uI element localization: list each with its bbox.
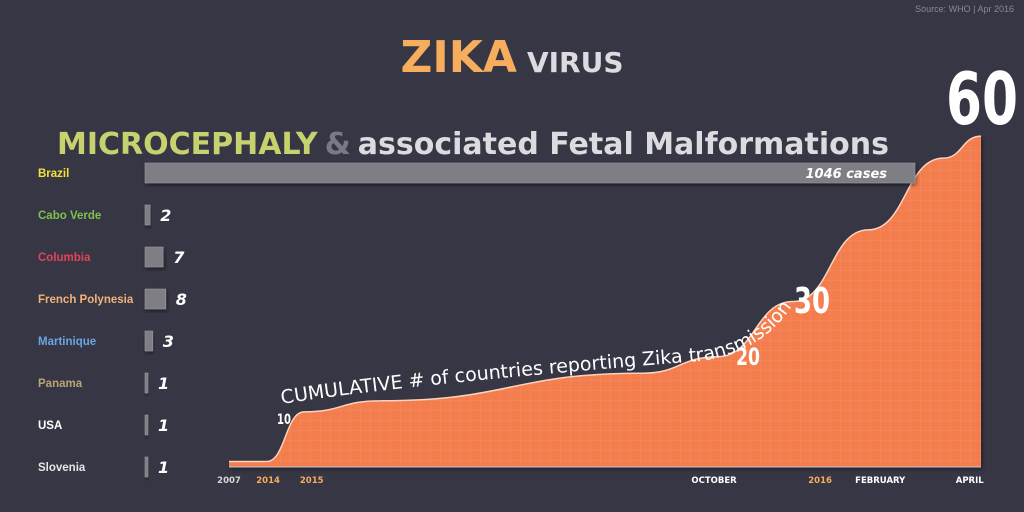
area-grid [229, 136, 981, 467]
bar [144, 372, 149, 394]
bar-value-label: 1 [158, 458, 169, 477]
x-tick-label: 2014 [256, 476, 280, 486]
bar-value-label: 8 [176, 290, 187, 309]
area-annotation: 30 [794, 281, 830, 322]
x-tick-label: 2015 [300, 476, 324, 486]
x-tick-label: 2016 [808, 476, 832, 486]
bar-category-label: French Polynesia [38, 294, 134, 306]
bar [144, 456, 149, 478]
area-annotation: 10 [277, 412, 291, 428]
bar-value-label: 3 [163, 332, 174, 351]
bar-value-label: 2 [160, 206, 171, 225]
bar [144, 330, 154, 352]
area-line [228, 135, 982, 463]
x-tick-label: OCTOBER [691, 476, 737, 486]
bar [144, 204, 151, 226]
bar-category-label: Panama [38, 378, 83, 390]
bar-chart-title: MICROCEPHALY & associated Fetal Malformati… [57, 127, 889, 162]
x-tick-label: FEBRUARY [855, 476, 906, 486]
area-annotation: 20 [736, 343, 760, 371]
bar [144, 288, 167, 310]
x-tick-label: APRIL [956, 476, 985, 486]
bar [144, 246, 164, 268]
page-title: ZIKA VIRUS [401, 32, 624, 83]
area-annotation: 60 [946, 57, 1018, 141]
bar [144, 414, 149, 436]
bar-value-label: 1 [158, 374, 169, 393]
bar-category-label: Slovenia [38, 462, 86, 474]
bar [144, 162, 916, 184]
bar-value-label: 7 [173, 248, 185, 267]
bar-value-label: 1046 cases [806, 167, 888, 182]
bar-category-label: Martinique [38, 336, 96, 348]
bar-category-label: Brazil [38, 168, 69, 180]
bar-category-label: USA [38, 420, 62, 432]
bar-category-label: Cabo Verde [38, 210, 101, 222]
x-tick-label: 2007 [217, 476, 241, 486]
source-note: Source: WHO | Apr 2016 [915, 4, 1014, 14]
bar-value-label: 1 [158, 416, 169, 435]
bar-category-label: Columbia [38, 252, 91, 264]
